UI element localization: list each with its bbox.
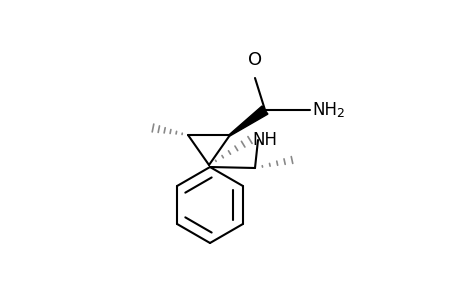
Polygon shape [229, 106, 267, 136]
Text: O: O [247, 51, 262, 69]
Text: NH: NH [252, 131, 276, 149]
Text: NH: NH [311, 101, 336, 119]
Text: 2: 2 [335, 106, 343, 119]
